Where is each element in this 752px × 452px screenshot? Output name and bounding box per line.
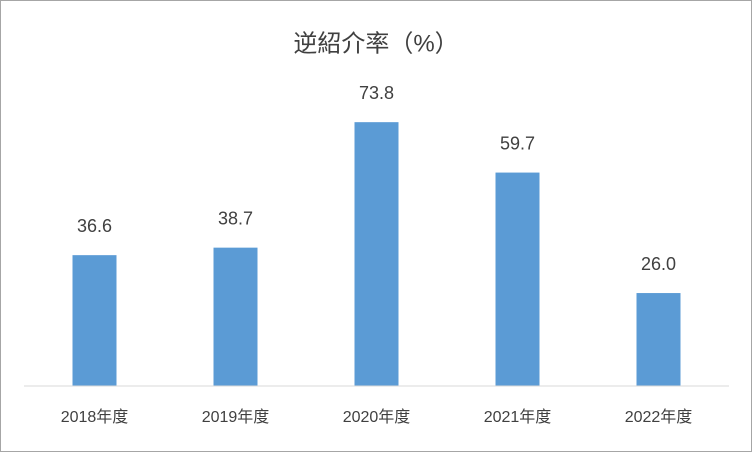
x-tick-label: 2020年度 [343, 408, 411, 426]
data-label: 36.6 [77, 216, 112, 236]
data-label: 59.7 [500, 133, 535, 153]
data-label: 38.7 [218, 208, 253, 228]
bar [213, 247, 258, 386]
bar [354, 122, 399, 386]
bar [72, 255, 117, 386]
chart-title: 逆紹介率（%） [293, 30, 458, 57]
x-tick-label: 2022年度 [625, 408, 693, 426]
data-label: 26.0 [641, 254, 676, 274]
x-tick-label: 2018年度 [61, 408, 129, 426]
bar [495, 172, 540, 386]
data-label: 73.8 [359, 83, 394, 103]
x-tick-label: 2021年度 [484, 408, 552, 426]
x-tick-label: 2019年度 [202, 408, 270, 426]
bar [636, 293, 681, 386]
